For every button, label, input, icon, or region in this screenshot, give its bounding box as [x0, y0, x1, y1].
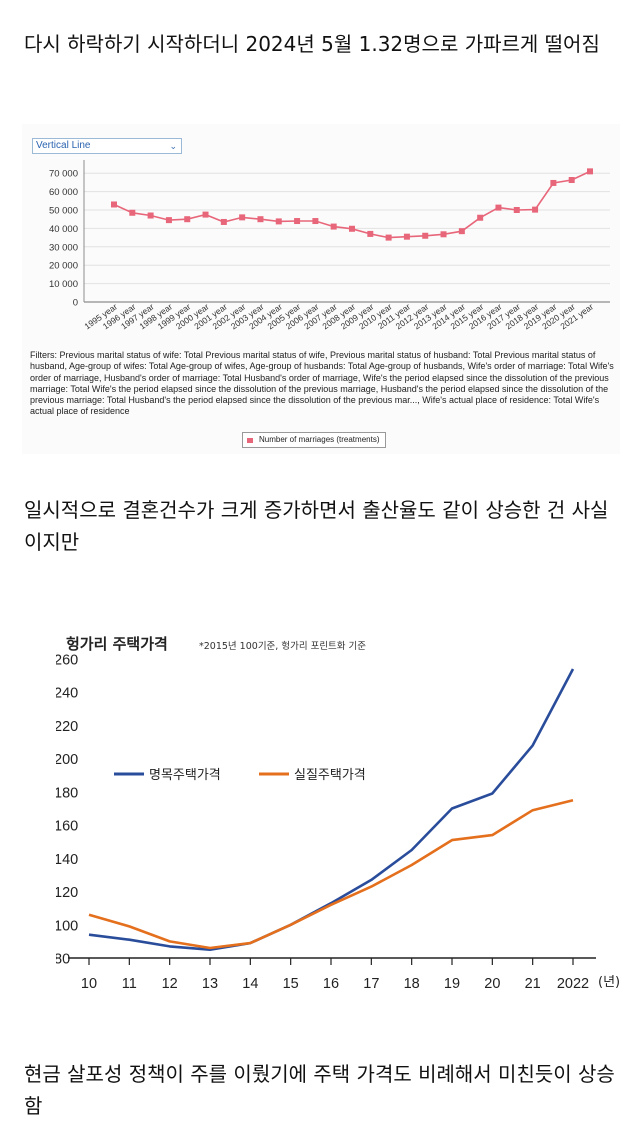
x-tick-label: 15	[283, 976, 299, 992]
data-point-2020-year	[568, 177, 575, 184]
x-tick-label: 14	[242, 976, 258, 992]
marriages-line-plot: 0 10 000 20 000 30 000 40 000 50 000 60 000 70 …	[49, 160, 610, 331]
data-point-2003-year	[257, 216, 264, 223]
y-tick-label: 50 000	[49, 206, 78, 217]
y-tick-label: 0	[73, 298, 78, 309]
data-point-2016-year	[495, 204, 502, 211]
x-tick-label: 13	[202, 976, 218, 992]
data-point-2015-year	[477, 214, 484, 221]
y-tick-label: 140	[56, 852, 78, 868]
legend-label-real: 실질주택가격	[294, 768, 366, 783]
chevron-down-icon: ⌄	[169, 141, 177, 151]
y-tick-label: 80	[56, 952, 70, 968]
paragraph-1: 다시 하락하기 시작하더니 2024년 5월 1.32명으로 가파르게 떨어짐	[24, 32, 600, 56]
data-point-2001-year	[220, 218, 227, 225]
data-point-2004-year	[275, 218, 282, 225]
chart-subtitle: *2015년 100기준, 헝가리 포린트화 기준	[199, 641, 366, 652]
housing-price-line-plot: 헝가리 주택가격 *2015년 100기준, 헝가리 포린트화 기준 80 100 12…	[56, 635, 620, 992]
y-tick-label: 180	[56, 785, 78, 801]
x-tick-label: 18	[404, 976, 420, 992]
chart-legend[interactable]: Number of marriages (treatments)	[242, 432, 387, 448]
y-tick-label: 260	[56, 653, 78, 669]
y-tick-label: 60 000	[49, 187, 78, 198]
legend-label: Number of marriages (treatments)	[259, 435, 380, 444]
y-tick-label: 30 000	[49, 242, 78, 253]
x-tick-label: 10	[81, 976, 97, 992]
marriages-chart: Vertical Line ⌄ 0 10 000 20 000 30 000 40 00…	[22, 124, 620, 454]
paragraph-2: 일시적으로 결혼건수가 크게 증가하면서 출산율도 같이 상승한 건 사실이지만	[24, 498, 609, 554]
y-tick-label: 40 000	[49, 224, 78, 235]
housing-price-chart: 헝가리 주택가격 *2015년 100기준, 헝가리 포린트화 기준 80 100 12…	[56, 622, 626, 1002]
data-point-2012-year	[422, 232, 429, 239]
legend-marker-icon	[247, 438, 253, 443]
chart-filters-text: Filters: Previous marital status of wife…	[30, 350, 614, 417]
data-point-2019-year	[550, 179, 557, 186]
y-tick-label: 100	[56, 918, 78, 934]
data-point-1996-year	[129, 209, 136, 216]
y-tick-label: 120	[56, 885, 78, 901]
chart-title: 헝가리 주택가격	[66, 635, 168, 653]
x-tick-label: 17	[363, 976, 379, 992]
data-point-2008-year	[349, 225, 355, 232]
y-tick-label: 160	[56, 819, 78, 835]
chart-type-dropdown-value: Vertical Line	[36, 140, 91, 151]
data-point-2013-year	[440, 231, 447, 238]
y-tick-label: 20 000	[49, 261, 78, 272]
data-point-2002-year	[239, 214, 246, 221]
data-point-1997-year	[147, 212, 154, 219]
legend-label-nominal: 명목주택가격	[149, 768, 221, 783]
y-tick-label: 220	[56, 719, 78, 735]
x-tick-label: 2022	[557, 976, 589, 992]
data-point-2005-year	[294, 218, 301, 225]
data-point-1999-year	[184, 216, 191, 223]
data-point-2014-year	[458, 228, 465, 235]
y-tick-label: 10 000	[49, 279, 78, 290]
data-point-2017-year	[513, 207, 520, 213]
data-point-2010-year	[385, 234, 392, 241]
nominal-price-line	[88, 668, 575, 951]
real-price-line	[88, 798, 574, 950]
data-point-2000-year	[202, 211, 209, 218]
y-tick-label: 240	[56, 686, 78, 702]
chart-type-dropdown[interactable]: Vertical Line ⌄	[32, 138, 182, 154]
data-point-2007-year	[330, 223, 337, 230]
data-point-2018-year	[532, 206, 539, 213]
x-tick-label: 20	[484, 976, 500, 992]
x-tick-label: 19	[444, 976, 460, 992]
paragraph-3: 현금 살포성 정책이 주를 이뤘기에 주택 가격도 비례해서 미친듯이 상승함	[24, 1062, 615, 1118]
x-tick-label: 11	[122, 976, 137, 992]
x-tick-label: 16	[323, 976, 339, 992]
y-tick-label: 70 000	[49, 169, 78, 180]
data-point-2006-year	[312, 218, 319, 225]
x-tick-label: 21	[525, 976, 541, 992]
data-point-2021-year	[587, 168, 593, 175]
x-tick-label: 12	[162, 976, 178, 992]
data-point-1998-year	[165, 217, 172, 224]
y-tick-label: 200	[56, 752, 78, 768]
data-point-1995-year	[111, 201, 117, 208]
data-point-2009-year	[367, 230, 374, 237]
data-point-2011-year	[403, 233, 410, 240]
x-axis-unit: (년)	[598, 975, 620, 990]
